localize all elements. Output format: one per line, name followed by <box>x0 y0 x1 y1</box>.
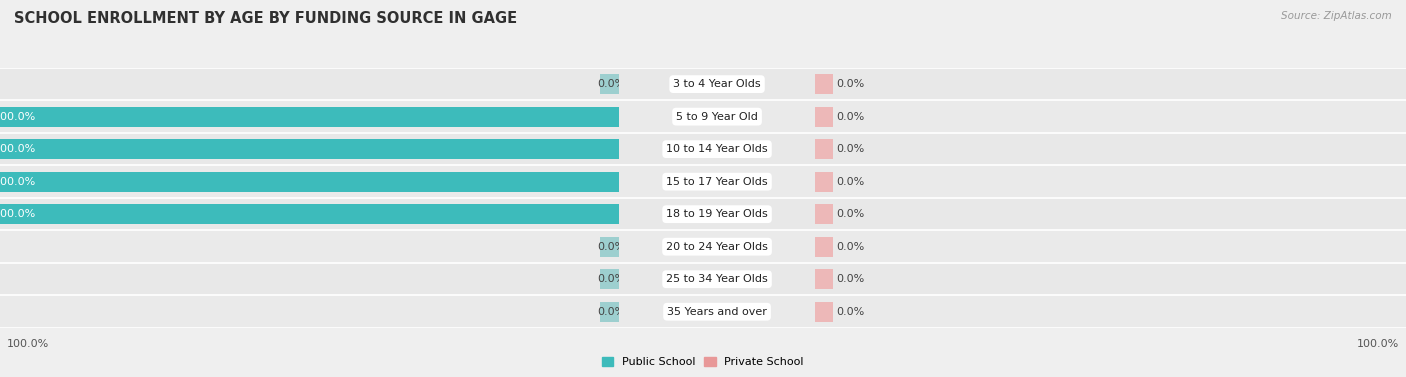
Bar <box>815 230 1406 263</box>
Text: 0.0%: 0.0% <box>598 79 626 89</box>
Text: 100.0%: 100.0% <box>0 177 37 187</box>
Bar <box>619 166 815 198</box>
Text: SCHOOL ENROLLMENT BY AGE BY FUNDING SOURCE IN GAGE: SCHOOL ENROLLMENT BY AGE BY FUNDING SOUR… <box>14 11 517 26</box>
Text: 0.0%: 0.0% <box>598 274 626 284</box>
Text: 25 to 34 Year Olds: 25 to 34 Year Olds <box>666 274 768 284</box>
Bar <box>0 172 619 192</box>
Bar <box>600 302 619 322</box>
Bar <box>0 139 619 159</box>
Text: 100.0%: 100.0% <box>0 209 37 219</box>
Text: 5 to 9 Year Old: 5 to 9 Year Old <box>676 112 758 122</box>
Text: 100.0%: 100.0% <box>7 339 49 349</box>
Text: 20 to 24 Year Olds: 20 to 24 Year Olds <box>666 242 768 252</box>
Bar <box>815 204 834 224</box>
Bar <box>600 74 619 94</box>
Bar <box>619 198 815 230</box>
Bar <box>600 237 619 257</box>
Bar <box>600 269 619 289</box>
Bar <box>0 198 619 230</box>
Text: 0.0%: 0.0% <box>837 177 865 187</box>
Bar <box>0 296 619 328</box>
Text: 0.0%: 0.0% <box>837 242 865 252</box>
Text: 10 to 14 Year Olds: 10 to 14 Year Olds <box>666 144 768 154</box>
Bar <box>815 263 1406 296</box>
Bar <box>619 68 815 100</box>
Legend: Public School, Private School: Public School, Private School <box>598 352 808 371</box>
Bar <box>815 198 1406 230</box>
Text: Source: ZipAtlas.com: Source: ZipAtlas.com <box>1281 11 1392 21</box>
Bar <box>815 133 1406 166</box>
Bar <box>619 263 815 296</box>
Bar <box>0 230 619 263</box>
Text: 0.0%: 0.0% <box>837 307 865 317</box>
Text: 35 Years and over: 35 Years and over <box>666 307 768 317</box>
Bar <box>619 100 815 133</box>
Bar <box>815 139 834 159</box>
Bar <box>815 296 1406 328</box>
Bar <box>0 204 619 224</box>
Bar <box>815 302 834 322</box>
Bar <box>619 230 815 263</box>
Text: 100.0%: 100.0% <box>0 144 37 154</box>
Bar <box>815 100 1406 133</box>
Bar <box>0 100 619 133</box>
Bar <box>815 172 834 192</box>
Bar <box>815 237 834 257</box>
Text: 3 to 4 Year Olds: 3 to 4 Year Olds <box>673 79 761 89</box>
Text: 0.0%: 0.0% <box>598 242 626 252</box>
Text: 18 to 19 Year Olds: 18 to 19 Year Olds <box>666 209 768 219</box>
Text: 100.0%: 100.0% <box>0 112 37 122</box>
Bar <box>815 269 834 289</box>
Bar <box>0 263 619 296</box>
Bar <box>0 133 619 166</box>
Text: 0.0%: 0.0% <box>598 307 626 317</box>
Text: 0.0%: 0.0% <box>837 144 865 154</box>
Bar <box>815 107 834 127</box>
Text: 0.0%: 0.0% <box>837 112 865 122</box>
Bar <box>815 166 1406 198</box>
Bar <box>815 68 1406 100</box>
Bar <box>815 74 834 94</box>
Bar <box>0 107 619 127</box>
Bar <box>619 296 815 328</box>
Text: 0.0%: 0.0% <box>837 79 865 89</box>
Text: 0.0%: 0.0% <box>837 209 865 219</box>
Bar <box>619 133 815 166</box>
Text: 15 to 17 Year Olds: 15 to 17 Year Olds <box>666 177 768 187</box>
Text: 0.0%: 0.0% <box>837 274 865 284</box>
Text: 100.0%: 100.0% <box>1357 339 1399 349</box>
Bar <box>0 166 619 198</box>
Bar <box>0 68 619 100</box>
